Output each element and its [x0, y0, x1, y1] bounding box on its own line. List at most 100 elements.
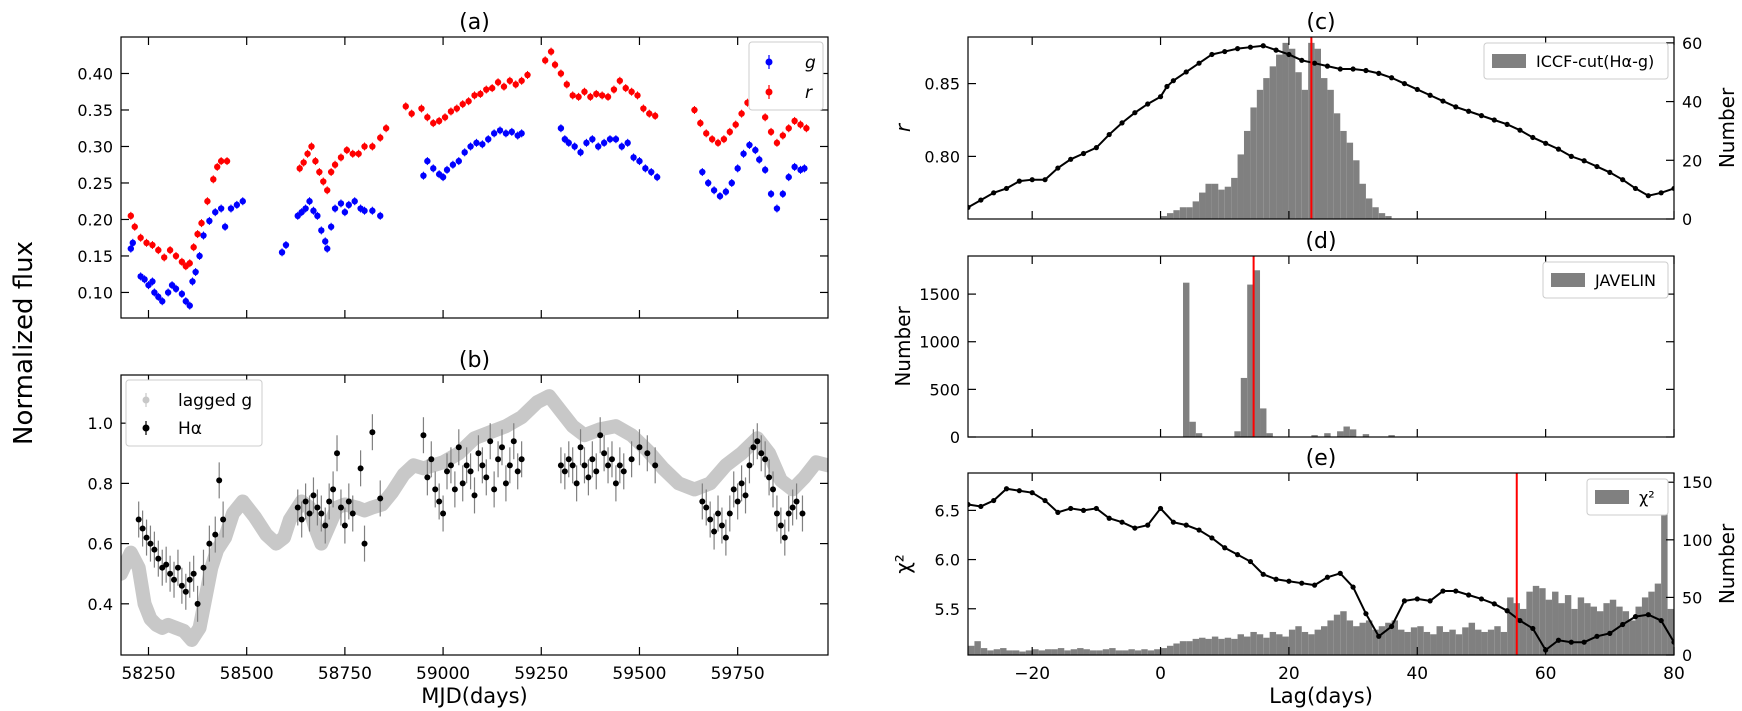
histogram-bar — [1250, 107, 1257, 219]
data-point-g — [331, 205, 339, 212]
curve-point — [1581, 639, 1587, 645]
histogram-bar — [1154, 649, 1161, 655]
data-point-g — [461, 149, 468, 156]
panel-c-plot — [968, 37, 1674, 219]
histogram-bar — [1609, 599, 1617, 655]
curve-point — [1607, 630, 1613, 636]
data-point-halpha — [612, 480, 619, 487]
curve-point — [1607, 169, 1613, 176]
data-point-r — [726, 128, 734, 136]
data-point-r — [300, 159, 307, 166]
data-point-r — [803, 125, 810, 132]
histogram-bar — [1224, 186, 1232, 219]
histogram-bar — [1398, 629, 1405, 655]
histogram-bar — [1442, 631, 1450, 655]
panel-e-plot — [968, 473, 1674, 655]
data-point-r — [186, 260, 193, 267]
curve-point — [1632, 185, 1639, 192]
data-point-g — [200, 232, 207, 239]
data-point-halpha — [459, 480, 466, 487]
data-point-r — [797, 121, 804, 128]
histogram-bar — [1102, 649, 1110, 655]
legend-swatch-d — [1551, 273, 1585, 287]
curve-point — [1440, 98, 1446, 104]
histogram-bar — [1333, 614, 1341, 655]
y-tick-label: 0.4 — [88, 595, 113, 614]
curve-point — [1594, 163, 1600, 170]
data-point-halpha — [467, 468, 474, 475]
curve-point — [1517, 617, 1523, 624]
curve-point — [1389, 75, 1395, 81]
histogram-bar — [1475, 629, 1482, 655]
data-point-halpha — [186, 576, 193, 583]
data-point-halpha — [139, 525, 146, 532]
histogram-bar — [1430, 634, 1437, 655]
data-point-halpha — [377, 495, 384, 502]
data-point-r — [708, 135, 716, 143]
y2-tick-label: 20 — [1682, 151, 1702, 170]
data-point-halpha — [514, 468, 521, 475]
histogram-bar — [1333, 113, 1341, 219]
histogram-bar — [1288, 48, 1296, 219]
histogram-bar — [1032, 649, 1039, 655]
data-point-g — [439, 173, 447, 181]
histogram-bar — [1282, 636, 1289, 655]
histogram-bar — [1057, 648, 1065, 655]
histogram-bar — [1096, 650, 1103, 655]
curve-point — [1645, 193, 1651, 199]
curve-point — [1311, 60, 1318, 66]
curve-point — [1234, 552, 1241, 558]
histogram-bar — [974, 641, 981, 655]
curve-point — [1504, 608, 1510, 614]
histogram-bar — [1603, 603, 1610, 655]
y2-tick-label: 100 — [1682, 531, 1713, 550]
data-point-g — [710, 187, 718, 194]
data-point-halpha — [502, 480, 509, 487]
data-point-halpha — [424, 474, 431, 481]
data-point-r — [610, 86, 618, 93]
x-axis-label-b: MJD(days) — [421, 684, 527, 708]
data-point-r — [447, 108, 455, 115]
data-point-halpha — [766, 474, 773, 481]
data-point-halpha — [451, 486, 458, 493]
data-point-g — [141, 276, 148, 283]
curve-point — [1517, 127, 1523, 133]
curve-point — [1620, 621, 1626, 628]
histogram-bar — [1166, 213, 1174, 219]
histogram-bar — [1195, 433, 1203, 437]
histogram-bar — [1494, 626, 1501, 655]
x-tick-label: 59250 — [514, 664, 568, 684]
data-point-halpha — [455, 444, 462, 451]
curve-point — [1055, 165, 1061, 171]
histogram-bar — [987, 650, 994, 655]
curve-point — [1170, 78, 1176, 84]
data-point-halpha — [483, 474, 490, 481]
data-point-r — [149, 241, 156, 249]
curve-point — [1196, 60, 1202, 66]
data-point-g — [369, 207, 376, 214]
data-point-r — [563, 81, 571, 88]
curve-point — [1260, 43, 1266, 49]
histogram-bar — [1282, 42, 1289, 219]
histogram-bar — [1558, 603, 1565, 655]
histogram-bar — [1288, 629, 1296, 655]
data-point-halpha — [143, 534, 150, 541]
histogram-bar — [1218, 638, 1225, 655]
histogram-bar — [1301, 89, 1309, 219]
data-point-g — [612, 135, 620, 143]
histogram-bar — [1083, 649, 1090, 655]
histogram-bar — [1266, 433, 1273, 437]
data-point-r — [598, 92, 606, 99]
curve-point — [1466, 592, 1472, 598]
histogram-bar — [1064, 650, 1071, 655]
data-point-g — [178, 290, 186, 298]
data-point-halpha — [471, 492, 478, 499]
histogram-bar — [1311, 435, 1318, 437]
histogram-bar — [1343, 426, 1350, 437]
histogram-bar — [1500, 631, 1508, 655]
histogram-bar — [1577, 597, 1585, 655]
data-point-g — [341, 208, 349, 216]
data-point-halpha — [432, 486, 439, 493]
x-axis-label-e: Lag(days) — [1269, 684, 1373, 708]
data-point-r — [483, 86, 490, 93]
